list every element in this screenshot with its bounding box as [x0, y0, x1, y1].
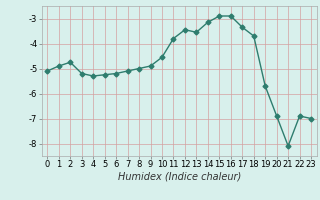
X-axis label: Humidex (Indice chaleur): Humidex (Indice chaleur) [117, 172, 241, 182]
